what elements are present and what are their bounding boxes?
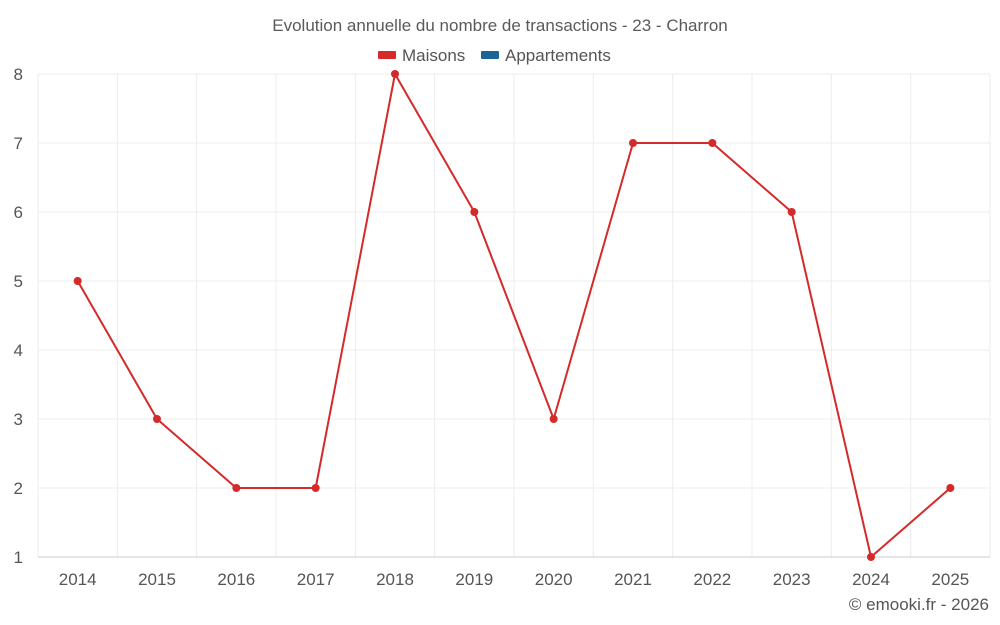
y-tick-label: 1 — [14, 548, 23, 567]
x-tick-label: 2016 — [217, 570, 255, 589]
x-tick-label: 2017 — [297, 570, 335, 589]
y-tick-label: 3 — [14, 410, 23, 429]
legend-item-appartements[interactable]: Appartements — [481, 46, 611, 65]
x-tick-label: 2018 — [376, 570, 414, 589]
data-point-maisons[interactable] — [73, 277, 82, 285]
data-point-maisons[interactable] — [549, 415, 558, 423]
data-point-maisons[interactable] — [629, 139, 637, 147]
x-tick-label: 2022 — [693, 570, 731, 589]
data-point-maisons[interactable] — [867, 553, 875, 561]
x-tick-label: 2025 — [931, 570, 969, 589]
x-tick-label: 2024 — [852, 570, 890, 589]
data-point-maisons[interactable] — [153, 415, 161, 423]
legend-swatch-appartements — [481, 51, 499, 59]
data-point-maisons[interactable] — [470, 208, 479, 216]
x-tick-label: 2015 — [138, 570, 176, 589]
legend-label-maisons: Maisons — [402, 46, 465, 65]
legend: Maisons Appartements — [378, 46, 611, 65]
data-point-maisons[interactable] — [946, 484, 955, 492]
y-tick-label: 6 — [14, 203, 23, 222]
data-point-maisons[interactable] — [391, 70, 399, 78]
data-point-maisons[interactable] — [232, 484, 241, 492]
data-point-maisons[interactable] — [708, 139, 717, 147]
credit-text: © emooki.fr - 2026 — [849, 595, 989, 614]
x-axis-ticks: 2014 2015 2016 2017 2018 2019 2020 2021 2022 2023… — [59, 570, 969, 589]
legend-label-appartements: Appartements — [505, 46, 611, 65]
x-tick-label: 2021 — [614, 570, 652, 589]
y-tick-label: 4 — [14, 341, 23, 360]
y-tick-label: 5 — [14, 272, 23, 291]
series-layer — [73, 70, 955, 561]
y-tick-label: 8 — [14, 65, 23, 84]
data-point-maisons[interactable] — [311, 484, 320, 492]
x-tick-label: 2019 — [455, 570, 493, 589]
chart-title: Evolution annuelle du nombre de transact… — [272, 16, 728, 35]
series-line-maisons — [76, 73, 951, 558]
data-point-maisons[interactable] — [787, 208, 796, 216]
x-tick-label: 2023 — [773, 570, 811, 589]
y-axis-ticks: 1 2 3 4 5 6 7 8 — [14, 65, 23, 567]
y-tick-label: 2 — [14, 479, 23, 498]
y-tick-label: 7 — [14, 134, 23, 153]
legend-swatch-maisons — [378, 51, 396, 59]
x-tick-label: 2020 — [535, 570, 573, 589]
legend-item-maisons[interactable]: Maisons — [378, 46, 465, 65]
grid — [37, 73, 991, 558]
x-tick-label: 2014 — [59, 570, 97, 589]
